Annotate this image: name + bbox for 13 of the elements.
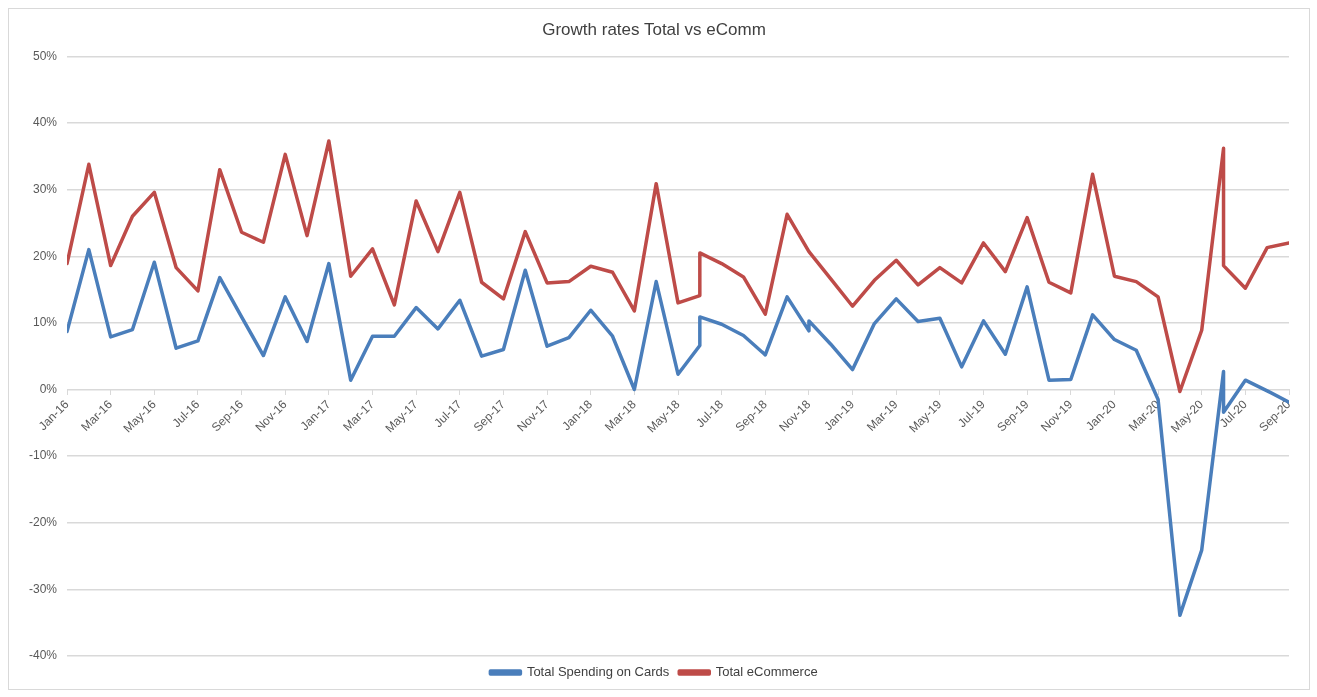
y-tick-label: -40% [29,648,58,663]
legend-label: Total Spending on Cards [526,664,670,680]
y-tick-label: -20% [29,515,58,530]
y-tick-label: 30% [32,181,58,196]
y-tick-label: 10% [32,315,58,330]
legend-label: Total eCommerce [715,664,818,680]
y-tick-label: 40% [32,115,58,130]
y-tick-label: 50% [32,48,58,63]
chart-title: Growth rates Total vs eComm [542,19,766,39]
y-tick-label: 0% [39,381,58,396]
y-tick-label: 20% [32,248,58,263]
y-tick-label: -10% [29,448,58,463]
y-tick-label: -30% [29,581,58,596]
